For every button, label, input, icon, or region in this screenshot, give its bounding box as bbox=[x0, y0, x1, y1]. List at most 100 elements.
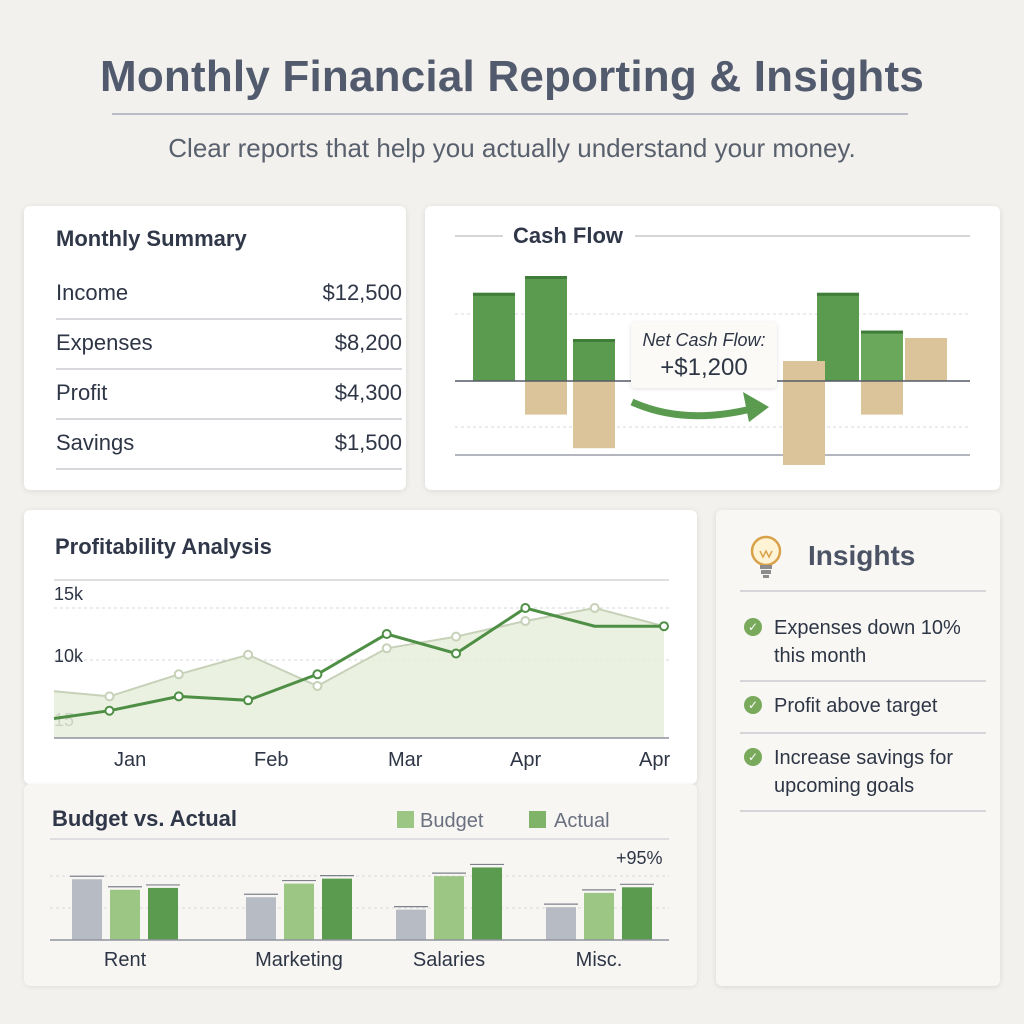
cash-inflow-bar-cap bbox=[525, 276, 567, 279]
cash-inflow-bar bbox=[861, 330, 903, 381]
cash-flow-title: Cash Flow bbox=[513, 223, 624, 248]
monthly-summary-title: Monthly Summary bbox=[56, 226, 247, 251]
summary-row-income: Income $12,500 bbox=[56, 268, 402, 320]
trend-point bbox=[312, 681, 323, 691]
insights-divider bbox=[740, 680, 986, 682]
profitability-title: Profitability Analysis bbox=[55, 534, 272, 559]
cash-inflow-bar bbox=[573, 339, 615, 381]
net-flow-arrow bbox=[630, 398, 756, 420]
cash-outflow-bar bbox=[573, 381, 615, 449]
summary-label: Savings bbox=[56, 430, 135, 455]
check-icon: ✓ bbox=[744, 618, 762, 636]
category-label: Rent bbox=[104, 949, 147, 971]
x-tick-label: Apr bbox=[639, 749, 670, 771]
legend-swatch-actual bbox=[529, 811, 546, 828]
title-divider bbox=[112, 113, 908, 115]
cash-inflow-bar-cap bbox=[573, 339, 615, 342]
profitability-chart: Profitability Analysis 15k10k15JanFebMar… bbox=[53, 534, 670, 771]
trend-area bbox=[54, 608, 664, 738]
profit-point bbox=[381, 629, 392, 639]
insights-title: Insights bbox=[808, 540, 916, 571]
net-flow-arrow-head bbox=[743, 392, 769, 422]
net-cash-flow-value: +$1,200 bbox=[660, 354, 748, 381]
category-label: Marketing bbox=[255, 949, 343, 971]
legend-label-actual: Actual bbox=[554, 810, 610, 832]
monthly-summary-card: Monthly Summary Income $12,500 Expenses … bbox=[24, 206, 406, 490]
page-subtitle: Clear reports that help you actually und… bbox=[168, 133, 856, 163]
cash-inflow-bar-cap bbox=[817, 292, 859, 296]
budget-bar bbox=[284, 883, 314, 940]
legend-swatch-budget bbox=[397, 811, 414, 828]
budget-bar bbox=[584, 892, 614, 940]
budget-bar bbox=[110, 889, 140, 940]
category-label: Misc. bbox=[576, 949, 623, 971]
actual-bar bbox=[472, 867, 502, 940]
profitability-card: Profitability Analysis 15k10k15JanFebMar… bbox=[24, 510, 697, 784]
trend-point bbox=[243, 649, 254, 660]
trend-point bbox=[451, 631, 462, 642]
prior-bar bbox=[246, 897, 276, 940]
actual-bar bbox=[322, 878, 352, 940]
actual-bar bbox=[148, 887, 178, 940]
trend-point bbox=[104, 691, 115, 702]
prior-bar bbox=[72, 879, 102, 940]
check-icon: ✓ bbox=[744, 748, 762, 766]
profit-point bbox=[520, 603, 531, 613]
insight-text: Profit above target bbox=[774, 695, 938, 717]
profit-point bbox=[659, 621, 669, 632]
summary-value: $1,500 bbox=[334, 430, 402, 455]
cash-inflow-bar bbox=[525, 276, 567, 381]
insights-card: Insights ✓ Expenses down 10% this month … bbox=[716, 510, 1000, 986]
cash-inflow-bar-cap bbox=[861, 330, 903, 334]
cash-outflow-bar bbox=[861, 381, 903, 415]
insight-text: Increase savings for upcoming goals bbox=[774, 747, 953, 797]
actual-bar bbox=[622, 887, 652, 940]
cash-outflow-bar bbox=[525, 381, 567, 415]
lightbulb-icon bbox=[750, 535, 782, 578]
summary-row-profit: Profit $4,300 bbox=[56, 368, 402, 420]
profit-point bbox=[312, 669, 323, 680]
budget-vs-actual-title: Budget vs. Actual bbox=[52, 806, 237, 831]
x-tick-label: Apr bbox=[510, 749, 541, 771]
cash-inflow-bar bbox=[473, 292, 515, 381]
profit-point bbox=[451, 648, 462, 659]
net-cash-flow-callout: Net Cash Flow: +$1,200 bbox=[631, 322, 777, 388]
profit-line bbox=[53, 606, 664, 720]
summary-label: Expenses bbox=[56, 330, 153, 355]
summary-value: $8,200 bbox=[334, 330, 402, 355]
budget-bar bbox=[434, 876, 464, 940]
summary-value: $4,300 bbox=[334, 380, 402, 405]
summary-row-expenses: Expenses $8,200 bbox=[56, 318, 402, 370]
x-tick-label: Jan bbox=[114, 749, 146, 771]
page-title: Monthly Financial Reporting & Insights bbox=[99, 52, 925, 101]
insights-divider bbox=[740, 810, 986, 812]
cash-outflow-bar bbox=[783, 361, 825, 465]
budget-vs-actual-chart: Budget vs. Actual Budget Actual Rent Mark… bbox=[50, 806, 669, 971]
x-tick-label: Mar bbox=[388, 749, 423, 771]
net-cash-flow-label: Net Cash Flow: bbox=[642, 330, 766, 350]
x-tick-label: Feb bbox=[254, 749, 288, 771]
category-label: Salaries bbox=[413, 949, 485, 971]
summary-label: Income bbox=[56, 280, 129, 305]
trend-point bbox=[173, 669, 184, 680]
legend-label-budget: Budget bbox=[420, 810, 484, 832]
trend-point bbox=[520, 616, 531, 626]
profit-point bbox=[243, 695, 254, 706]
cash-outflow-bar bbox=[905, 338, 947, 381]
y-tick-label: 15k bbox=[54, 584, 84, 604]
budget-vs-actual-card: Budget vs. Actual Budget Actual Rent Mark… bbox=[24, 784, 697, 986]
profit-point bbox=[104, 705, 115, 716]
check-icon: ✓ bbox=[744, 696, 762, 714]
cash-inflow-bar-cap bbox=[473, 292, 515, 296]
summary-value: $12,500 bbox=[322, 280, 402, 305]
trend-point bbox=[589, 603, 600, 613]
prior-bar bbox=[546, 907, 576, 940]
insights-divider bbox=[740, 590, 986, 592]
prior-bar bbox=[396, 909, 426, 940]
y-tick-label: 10k bbox=[54, 646, 84, 666]
insights-divider bbox=[740, 732, 986, 734]
insight-text: Expenses down 10% this month bbox=[774, 617, 961, 667]
cash-flow-card: Cash Flow bbox=[425, 206, 1000, 490]
annotation-percent: +95% bbox=[616, 848, 663, 868]
trend-line bbox=[53, 606, 665, 698]
